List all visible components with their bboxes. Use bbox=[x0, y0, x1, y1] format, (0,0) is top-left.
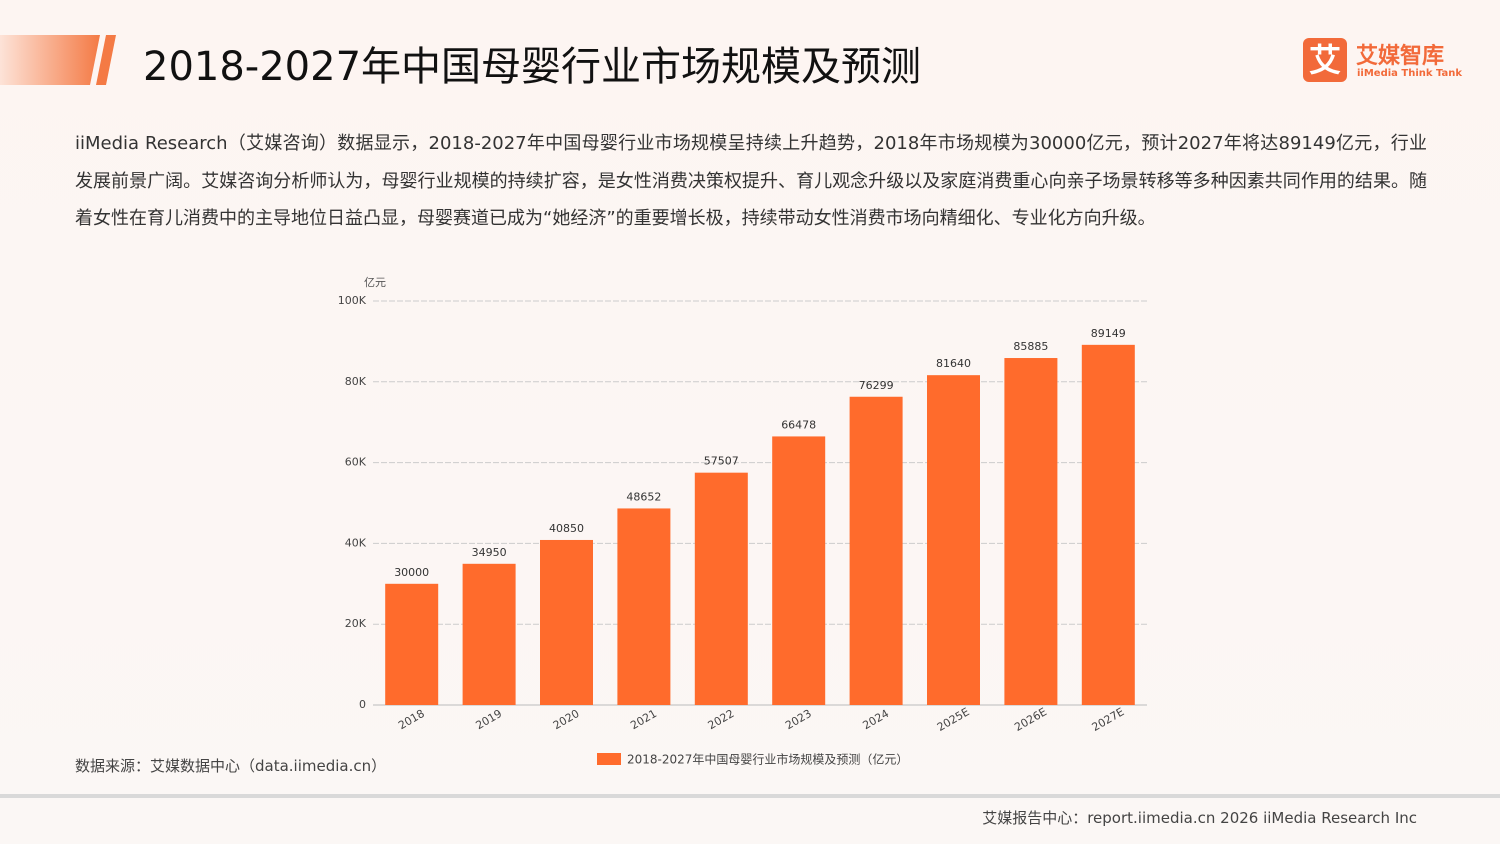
x-tick-label: 2019 bbox=[473, 707, 504, 732]
source: 数据来源：艾媒数据中心（data.iimedia.cn） bbox=[75, 757, 387, 775]
bar bbox=[849, 396, 903, 705]
x-tick-label: 2020 bbox=[551, 707, 582, 732]
bar bbox=[462, 563, 516, 705]
y-tick-label: 80K bbox=[345, 375, 367, 388]
logo-subtitle: iiMedia Think Tank bbox=[1357, 68, 1463, 79]
x-tick-label: 2022 bbox=[706, 707, 737, 732]
x-tick-label: 2027E bbox=[1090, 705, 1127, 734]
header-stripe bbox=[0, 35, 100, 85]
data-label: 89149 bbox=[1091, 327, 1126, 340]
data-label: 57507 bbox=[704, 455, 739, 468]
y-tick-label: 20K bbox=[345, 617, 367, 630]
bar bbox=[1081, 344, 1135, 705]
data-label: 30000 bbox=[394, 566, 429, 579]
bar bbox=[540, 539, 593, 705]
bar bbox=[694, 472, 748, 705]
logo-icon: 艾 bbox=[1303, 38, 1347, 82]
data-label: 81640 bbox=[936, 357, 971, 370]
paragraph: iiMedia Research（艾媒咨询）数据显示，2018-2027年中国母… bbox=[75, 133, 1427, 229]
x-tick-label: 2018 bbox=[396, 707, 427, 732]
y-tick-label: 60K bbox=[345, 456, 367, 469]
footer: 艾媒报告中心：report.iimedia.cn 2026 iiMedia Re… bbox=[982, 809, 1417, 827]
y-unit: 亿元 bbox=[364, 276, 386, 289]
x-tick-label: 2026E bbox=[1012, 705, 1049, 734]
y-tick-label: 0 bbox=[359, 698, 366, 711]
x-tick-label: 2025E bbox=[935, 705, 972, 734]
bar bbox=[772, 436, 826, 705]
bar bbox=[617, 508, 671, 705]
x-tick-label: 2024 bbox=[860, 707, 891, 732]
x-tick-label: 2023 bbox=[783, 707, 814, 732]
footer-rule bbox=[0, 794, 1500, 798]
logo-name: 艾媒智库 bbox=[1356, 44, 1445, 69]
bar bbox=[927, 375, 980, 705]
x-tick-label: 2021 bbox=[628, 707, 659, 732]
data-label: 76299 bbox=[859, 379, 894, 392]
legend-swatch bbox=[597, 753, 621, 765]
legend-label: 2018-2027年中国母婴行业市场规模及预测（亿元） bbox=[627, 752, 908, 767]
data-label: 40850 bbox=[549, 522, 584, 535]
data-label: 85885 bbox=[1013, 340, 1048, 353]
y-tick-label: 100K bbox=[338, 294, 367, 307]
bar bbox=[385, 583, 439, 705]
header-slash bbox=[96, 35, 116, 85]
data-label: 66478 bbox=[781, 418, 816, 431]
bar bbox=[1004, 358, 1058, 705]
data-label: 34950 bbox=[472, 546, 507, 559]
data-label: 48652 bbox=[626, 490, 661, 503]
slide-title: 2018-2027年中国母婴行业市场规模及预测 bbox=[143, 44, 922, 90]
y-tick-label: 40K bbox=[345, 536, 367, 549]
